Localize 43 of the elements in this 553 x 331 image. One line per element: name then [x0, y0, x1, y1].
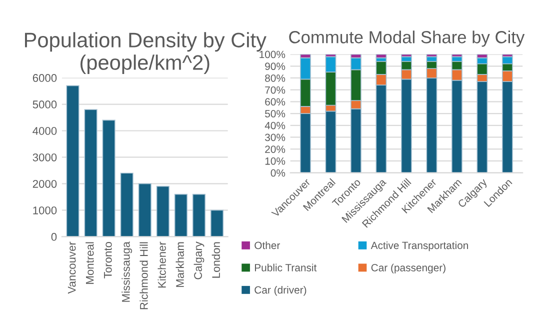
- legend-label: Car (passenger): [371, 264, 446, 274]
- bar: [376, 54, 387, 58]
- y-tick-label: 100%: [260, 50, 286, 58]
- y-tick-label: 5000: [32, 100, 57, 108]
- bar: [66, 85, 80, 237]
- y-tick-label: 4000: [32, 127, 57, 135]
- x-tick-label: Calgary: [194, 242, 204, 280]
- x-tick-label: Mississauga: [122, 242, 132, 302]
- chart-title: Commute Modal Share by City: [289, 30, 525, 47]
- y-tick-label: 10%: [265, 157, 286, 165]
- x-tick-label: Kitchener: [158, 242, 166, 288]
- bar: [84, 109, 98, 237]
- y-tick-label: 0%: [270, 169, 286, 177]
- y-tick-label: 2000: [32, 180, 57, 188]
- x-tick-label: Toronto: [104, 242, 112, 278]
- y-tick-label: 90%: [265, 62, 286, 70]
- y-tick-label: 60%: [265, 98, 286, 106]
- y-tick-label: 20%: [265, 146, 286, 153]
- x-tick-label: London: [212, 242, 220, 278]
- y-tick-label: 0: [51, 232, 57, 241]
- y-tick-label: 40%: [264, 122, 286, 130]
- y-tick-label: 1000: [33, 206, 57, 214]
- y-tick-label: 80%: [265, 74, 286, 82]
- bar: [120, 172, 134, 237]
- x-tick-label: Vancouver: [68, 242, 76, 294]
- x-tick-label: Richmond Hill: [140, 242, 148, 310]
- y-tick-label: 6000: [32, 74, 57, 82]
- bar: [156, 186, 170, 237]
- bar: [210, 210, 224, 237]
- x-tick-label: Markham: [176, 242, 184, 287]
- bar: [102, 120, 116, 237]
- legend-label: Car (driver): [254, 286, 306, 296]
- bar: [174, 194, 188, 237]
- y-tick-label: 50%: [265, 110, 286, 118]
- legend-label: Other: [254, 241, 280, 250]
- legend-label: Active Transportation: [370, 241, 468, 252]
- x-tick-label: Montreal: [86, 242, 94, 284]
- y-tick-label: 3000: [32, 153, 57, 162]
- y-tick-label: 70%: [265, 86, 286, 94]
- bar: [138, 183, 152, 237]
- legend-label: Public Transit: [254, 264, 317, 272]
- bar: [192, 194, 206, 237]
- y-tick-label: 30%: [265, 134, 286, 142]
